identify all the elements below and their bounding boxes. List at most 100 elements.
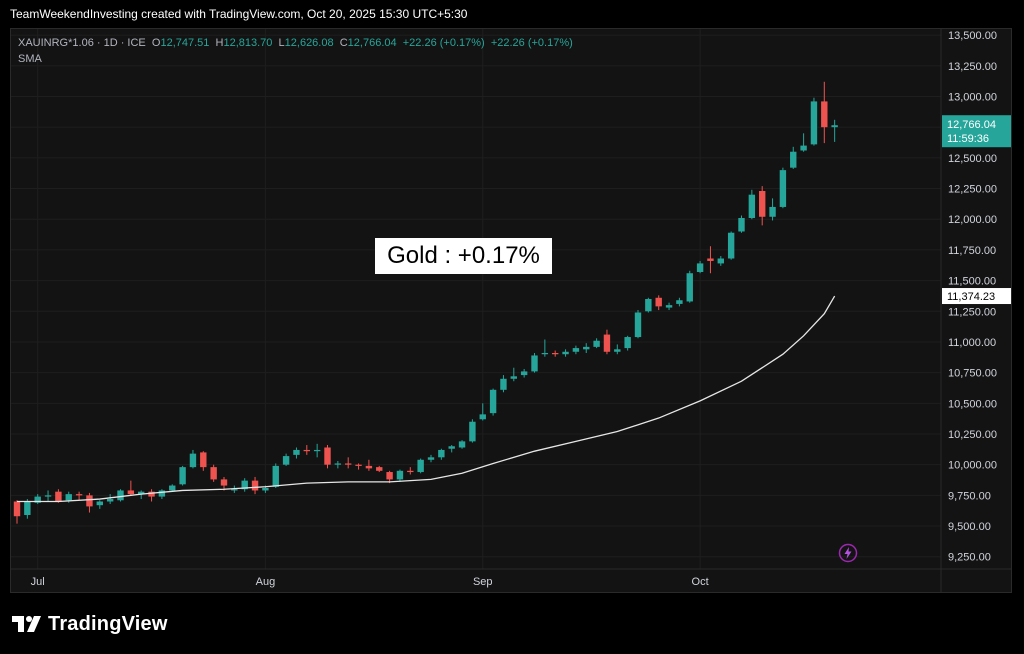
candle bbox=[13, 500, 21, 524]
candle-body bbox=[458, 441, 466, 448]
candle-body bbox=[231, 489, 238, 491]
candle-body bbox=[262, 488, 269, 491]
candle bbox=[169, 484, 176, 492]
y-tick-label: 9,500.00 bbox=[948, 521, 991, 533]
candle bbox=[748, 189, 756, 220]
y-tick-label: 12,250.00 bbox=[948, 184, 997, 196]
y-tick-label: 13,250.00 bbox=[948, 61, 997, 73]
y-tick-label: 12,000.00 bbox=[948, 214, 997, 226]
candle-body bbox=[624, 337, 631, 349]
candle-body bbox=[303, 449, 310, 452]
lightning-icon[interactable] bbox=[838, 543, 858, 563]
low-value: 12,626.08 bbox=[284, 37, 334, 49]
candle bbox=[293, 447, 300, 459]
candle bbox=[738, 215, 745, 233]
candle-body bbox=[686, 273, 693, 302]
candle bbox=[448, 445, 455, 453]
candle-body bbox=[324, 447, 331, 465]
tradingview-logo[interactable]: TradingView bbox=[12, 612, 168, 636]
y-tick-label: 12,500.00 bbox=[948, 153, 997, 165]
candle bbox=[158, 489, 166, 500]
x-tick-label: Sep bbox=[473, 576, 493, 588]
candle-body bbox=[386, 472, 393, 480]
candle-body bbox=[696, 263, 704, 272]
tradingview-logo-icon bbox=[12, 616, 41, 632]
candle bbox=[396, 469, 404, 482]
candle-body bbox=[469, 421, 476, 442]
candle bbox=[438, 448, 445, 460]
candle bbox=[75, 491, 83, 501]
candle bbox=[727, 231, 735, 260]
x-tick-label: Aug bbox=[256, 576, 276, 588]
candle-body bbox=[293, 449, 300, 455]
candle-body bbox=[189, 453, 197, 468]
candle-body bbox=[169, 485, 176, 491]
candle-body bbox=[603, 334, 611, 352]
candle-body bbox=[810, 101, 818, 145]
high-value: 12,813.70 bbox=[223, 37, 273, 49]
candle bbox=[251, 476, 259, 495]
candle bbox=[831, 119, 838, 142]
candle-body bbox=[779, 170, 787, 207]
candle bbox=[458, 440, 466, 449]
candle-body bbox=[821, 101, 828, 128]
candle-body bbox=[707, 258, 714, 261]
candle-body bbox=[645, 299, 652, 312]
symbol-label[interactable]: XAUINRG*1.06 · 1D · ICE bbox=[18, 37, 146, 49]
candle bbox=[86, 492, 93, 513]
candle-body bbox=[127, 490, 135, 495]
candle-body bbox=[13, 501, 21, 517]
candle-body bbox=[345, 463, 352, 465]
open-value: 12,747.51 bbox=[160, 37, 210, 49]
candle bbox=[510, 367, 517, 382]
y-tick-label: 11,750.00 bbox=[948, 245, 996, 257]
candle-body bbox=[531, 355, 538, 372]
candle bbox=[479, 403, 486, 421]
candle-body bbox=[562, 351, 569, 355]
candle bbox=[210, 464, 217, 482]
candle-body bbox=[500, 378, 507, 390]
chart-svg[interactable]: 9,250.00 9,500.00 9,750.00 10,000.00 10,250.… bbox=[11, 29, 1011, 592]
candle-body bbox=[800, 145, 807, 151]
candle-body bbox=[769, 206, 776, 217]
candle bbox=[676, 297, 683, 307]
candle-body bbox=[24, 501, 31, 515]
candle bbox=[96, 500, 103, 509]
candle bbox=[324, 445, 331, 469]
candle-body bbox=[427, 457, 435, 460]
candle-body bbox=[593, 340, 600, 347]
candle bbox=[572, 345, 580, 355]
chart-pane[interactable]: 9,250.00 9,500.00 9,750.00 10,000.00 10,250.… bbox=[10, 28, 1012, 593]
footer bbox=[0, 593, 1024, 654]
candle bbox=[272, 463, 279, 488]
candle-body bbox=[272, 465, 279, 487]
candle bbox=[665, 302, 673, 311]
y-tick-label: 11,500.00 bbox=[948, 276, 996, 288]
candle-body bbox=[676, 300, 683, 304]
candle-body bbox=[251, 480, 259, 491]
logo-text: TradingView bbox=[48, 612, 168, 635]
candle bbox=[303, 445, 310, 455]
candle-body bbox=[448, 446, 455, 449]
candle bbox=[282, 453, 290, 466]
candle bbox=[696, 260, 704, 274]
close-label: C bbox=[339, 37, 348, 49]
candle bbox=[624, 335, 631, 351]
candle-body bbox=[790, 151, 797, 168]
candle bbox=[427, 454, 435, 463]
candle-body bbox=[552, 353, 559, 355]
header-bar: TeamWeekendInvesting created with Tradin… bbox=[0, 0, 1024, 28]
sma-legend[interactable]: SMA bbox=[18, 53, 42, 65]
candle bbox=[779, 167, 787, 209]
candle-body bbox=[355, 464, 362, 466]
candle-body bbox=[158, 490, 166, 497]
candle bbox=[562, 349, 569, 357]
candle bbox=[365, 459, 373, 471]
candle-body bbox=[44, 495, 52, 497]
high-label: H bbox=[215, 37, 224, 49]
candle bbox=[34, 494, 41, 504]
annotation-text: Gold : +0.17% bbox=[375, 238, 552, 274]
candle-body bbox=[748, 194, 756, 218]
sma-value-label: 11,374.23 bbox=[947, 291, 995, 303]
candle-body bbox=[75, 494, 83, 496]
